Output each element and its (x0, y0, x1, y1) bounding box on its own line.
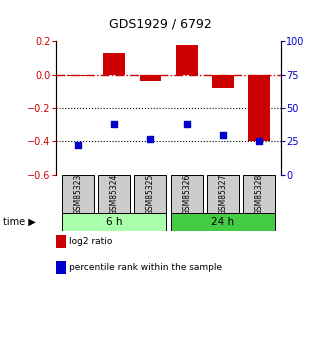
Point (184, 121, 189, 127)
Text: GSM85324: GSM85324 (110, 174, 119, 215)
Text: percentile rank within the sample: percentile rank within the sample (69, 263, 222, 272)
Bar (134, 175, 166, 213)
Bar (62, 175, 94, 213)
Text: GSM85326: GSM85326 (182, 174, 191, 215)
Bar (140, 75, 161, 81)
Point (75, 143, 81, 148)
Text: GSM85327: GSM85327 (218, 174, 227, 215)
Point (148, 136, 153, 141)
Bar (243, 175, 275, 213)
Text: GDS1929 / 6792: GDS1929 / 6792 (109, 18, 212, 31)
Point (112, 121, 117, 127)
Point (256, 139, 262, 144)
Text: GSM85325: GSM85325 (146, 174, 155, 215)
Bar (67, 75, 89, 77)
Text: GSM85328: GSM85328 (255, 174, 264, 215)
Bar (171, 213, 275, 231)
Bar (207, 175, 239, 213)
Bar (171, 175, 203, 213)
Text: GSM85323: GSM85323 (74, 174, 82, 215)
Bar (98, 175, 130, 213)
Point (220, 132, 225, 138)
Bar (248, 75, 270, 141)
Bar (212, 75, 234, 88)
Bar (176, 45, 197, 75)
Text: log2 ratio: log2 ratio (69, 237, 112, 246)
Text: 24 h: 24 h (211, 217, 234, 227)
Bar (103, 53, 125, 75)
Bar (62, 213, 166, 231)
Text: time ▶: time ▶ (3, 217, 36, 227)
Text: 6 h: 6 h (106, 217, 122, 227)
